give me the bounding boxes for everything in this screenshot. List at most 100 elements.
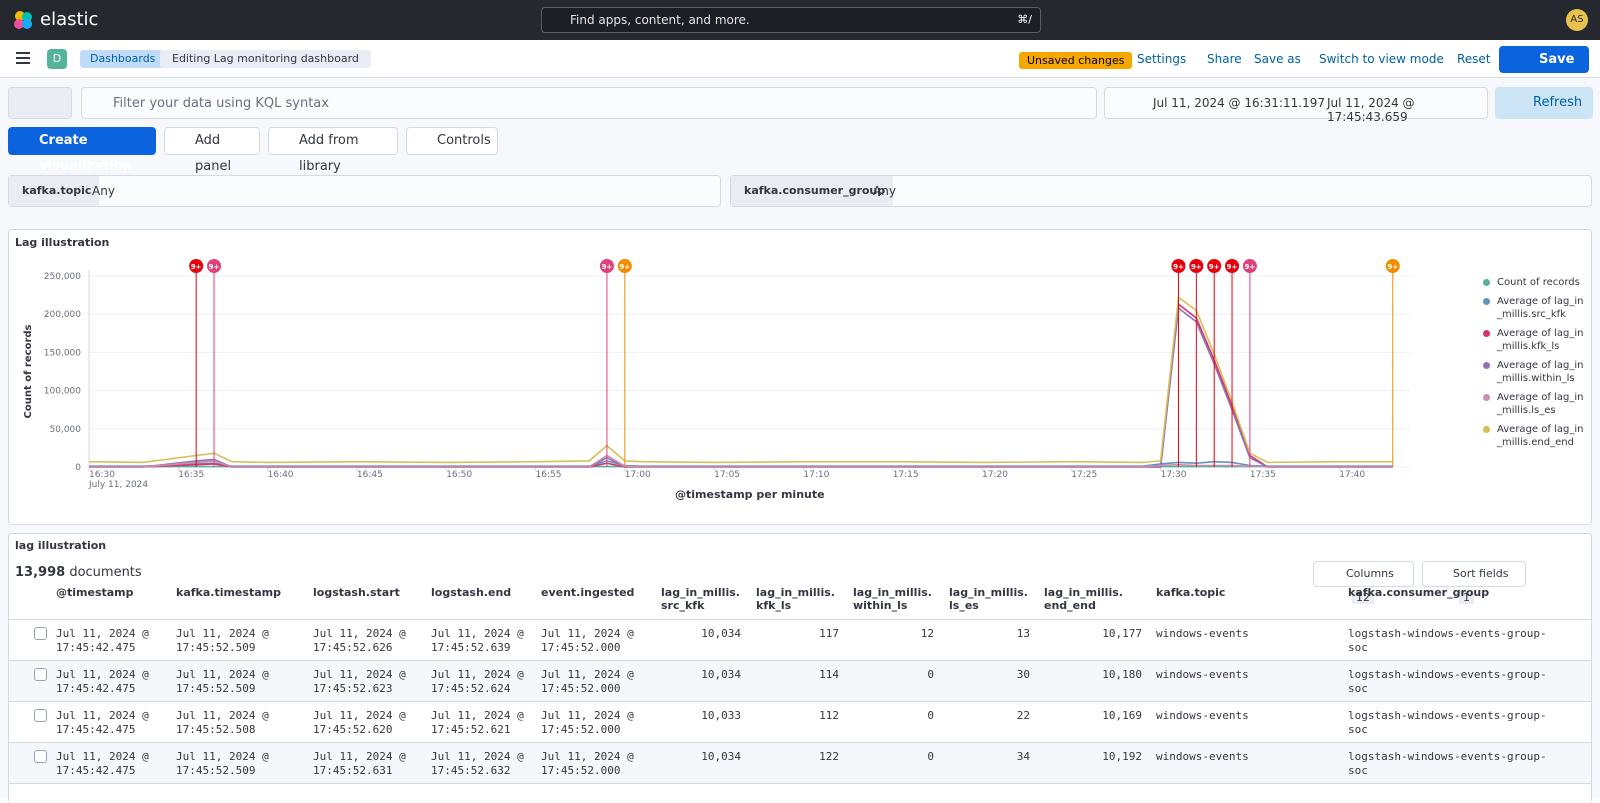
nav-action[interactable]: Settings	[1137, 52, 1187, 66]
annotation-marker[interactable]	[1171, 259, 1186, 273]
filter-menu[interactable]	[8, 87, 72, 119]
legend-item[interactable]: Average of lag_in_millis.kfk_ls	[1483, 327, 1587, 353]
space-badge[interactable]: D	[47, 49, 67, 69]
row-checkbox[interactable]	[34, 627, 47, 640]
save-button[interactable]: Save	[1499, 46, 1589, 73]
breadcrumb[interactable]: Dashboards	[80, 50, 166, 68]
annotation-marker[interactable]	[1242, 259, 1257, 273]
legend-label: Average of lag_in_millis.ls_es	[1497, 392, 1584, 416]
table-cell: Jul 11, 2024 @ 17:45:52.000	[541, 627, 634, 654]
x-tick-label: 16:55	[536, 470, 562, 480]
table-cell: 10,192	[1102, 750, 1142, 763]
table-cell: Jul 11, 2024 @ 17:45:52.509	[176, 627, 269, 654]
annotation-marker[interactable]	[1207, 259, 1222, 273]
column-header[interactable]: logstash.start	[313, 586, 400, 599]
brand: elastic	[40, 9, 99, 30]
legend-label: Count of records	[1497, 277, 1580, 288]
columns-button[interactable]: Columns 12	[1313, 561, 1414, 604]
table-cell: 10,034	[701, 668, 741, 681]
annotation-marker[interactable]	[617, 259, 632, 273]
add-panel[interactable]: Add panel	[164, 127, 260, 174]
legend: Count of records Average of lag_in_millis…	[1483, 276, 1587, 455]
table-row	[9, 702, 1591, 743]
legend-swatch	[1483, 330, 1490, 337]
table-cell: 34	[1016, 750, 1030, 763]
table-cell: 0	[927, 668, 934, 681]
table-cell: windows-events	[1156, 668, 1249, 681]
table-cell: Jul 11, 2024 @ 17:45:52.621	[431, 709, 524, 736]
legend-item[interactable]: Average of lag_in_millis.src_kfk	[1483, 295, 1587, 321]
column-header[interactable]: lag_in_millis.src_kfk	[661, 586, 740, 612]
table-cell: windows-events	[1156, 750, 1249, 763]
avatar[interactable]: AS	[1566, 9, 1588, 31]
row-checkbox[interactable]	[34, 750, 47, 763]
column-header[interactable]: lag_in_millis.end_end	[1044, 586, 1123, 612]
row-checkbox[interactable]	[34, 668, 47, 681]
table-cell: 0	[927, 709, 934, 722]
legend-item[interactable]: Average of lag_in_millis.within_ls	[1483, 359, 1587, 385]
table-cell: 0	[927, 750, 934, 763]
legend-item[interactable]: Average of lag_in_millis.ls_es	[1483, 391, 1587, 417]
control[interactable]: kafka.topic Any	[8, 175, 721, 207]
column-header[interactable]: lag_in_millis.kfk_ls	[756, 586, 835, 612]
sort-button[interactable]: Sort fields 1	[1422, 561, 1526, 604]
legend-swatch	[1483, 362, 1490, 369]
legend-item[interactable]: Count of records	[1483, 276, 1587, 289]
table-cell: Jul 11, 2024 @ 17:45:52.639	[431, 627, 524, 654]
legend-label: Average of lag_in_millis.end_end	[1497, 424, 1584, 448]
control-field: kafka.consumer_group	[731, 176, 894, 206]
column-header[interactable]: @timestamp	[56, 586, 134, 599]
annotation-marker[interactable]	[1385, 259, 1400, 273]
menu-icon[interactable]	[16, 52, 30, 54]
nav-action[interactable]: Reset	[1457, 52, 1491, 66]
x-tick-label: 16:30	[89, 470, 115, 480]
table-cell: Jul 11, 2024 @ 17:45:52.624	[431, 668, 524, 695]
table-panel: lag illustration 13,998 documents Column…	[8, 533, 1592, 803]
nav-action[interactable]: Switch to view mode	[1319, 52, 1444, 66]
table-cell: Jul 11, 2024 @ 17:45:52.620	[313, 709, 406, 736]
column-header[interactable]: kafka.topic	[1156, 586, 1226, 599]
x-tick-label: 16:35	[178, 470, 204, 480]
annotation-marker[interactable]	[1189, 259, 1204, 273]
controls-button[interactable]: Controls	[406, 127, 498, 155]
create-visualization[interactable]: Create visualization	[8, 127, 156, 174]
table-cell: logstash-windows-events-group-soc	[1348, 668, 1547, 695]
x-axis-title: @timestamp per minute	[675, 488, 825, 501]
nav-action[interactable]: Share	[1207, 52, 1242, 66]
y-tick-label: 100,000	[44, 387, 81, 397]
table-row	[9, 620, 1591, 661]
annotation-marker[interactable]	[189, 259, 204, 273]
column-header[interactable]: lag_in_millis.within_ls	[853, 586, 932, 612]
add-from-library[interactable]: Add from library	[268, 127, 398, 174]
table-cell: Jul 11, 2024 @ 17:45:52.508	[176, 709, 269, 736]
columns-label: Columns	[1346, 567, 1394, 580]
table-cell: logstash-windows-events-group-soc	[1348, 627, 1547, 654]
column-header[interactable]: event.ingested	[541, 586, 635, 599]
row-checkbox[interactable]	[34, 709, 47, 722]
global-search[interactable]: Find apps, content, and more. ⌘/	[541, 7, 1041, 33]
annotation-label: 9+	[1245, 263, 1256, 271]
column-header[interactable]: kafka.timestamp	[176, 586, 281, 599]
series-line	[89, 302, 1393, 468]
column-header[interactable]: lag_in_millis.ls_es	[949, 586, 1028, 612]
control-value[interactable]: Any	[92, 184, 115, 198]
date-picker[interactable]: Jul 11, 2024 @ 16:31:11.197 Jul 11, 2024…	[1104, 87, 1488, 124]
series-line	[89, 454, 1393, 468]
control[interactable]: kafka.consumer_group Any	[730, 175, 1592, 207]
annotation-marker[interactable]	[207, 259, 222, 273]
legend-item[interactable]: Average of lag_in_millis.end_end	[1483, 423, 1587, 449]
column-header[interactable]: logstash.end	[431, 586, 512, 599]
control-value[interactable]: Any	[873, 184, 896, 198]
date-end[interactable]: Jul 11, 2024 @ 17:45:43.659	[1327, 96, 1415, 124]
chart: 0 50,000 100,000 150,000 200,000 250,000 16:30…	[23, 259, 1411, 501]
query-input[interactable]: Filter your data using KQL syntax	[81, 87, 1097, 119]
date-start[interactable]: Jul 11, 2024 @ 16:31:11.197	[1153, 96, 1325, 110]
nav-action[interactable]: Save as	[1254, 52, 1301, 66]
x-tick-label: 17:35	[1250, 470, 1276, 480]
refresh-button[interactable]: Refresh	[1495, 87, 1593, 119]
column-header[interactable]: kafka.consumer_group	[1348, 586, 1490, 599]
annotation-marker[interactable]	[599, 259, 614, 273]
x-tick-label: 17:00	[625, 470, 651, 480]
table-cell: 114	[819, 668, 839, 681]
annotation-marker[interactable]	[1225, 259, 1240, 273]
